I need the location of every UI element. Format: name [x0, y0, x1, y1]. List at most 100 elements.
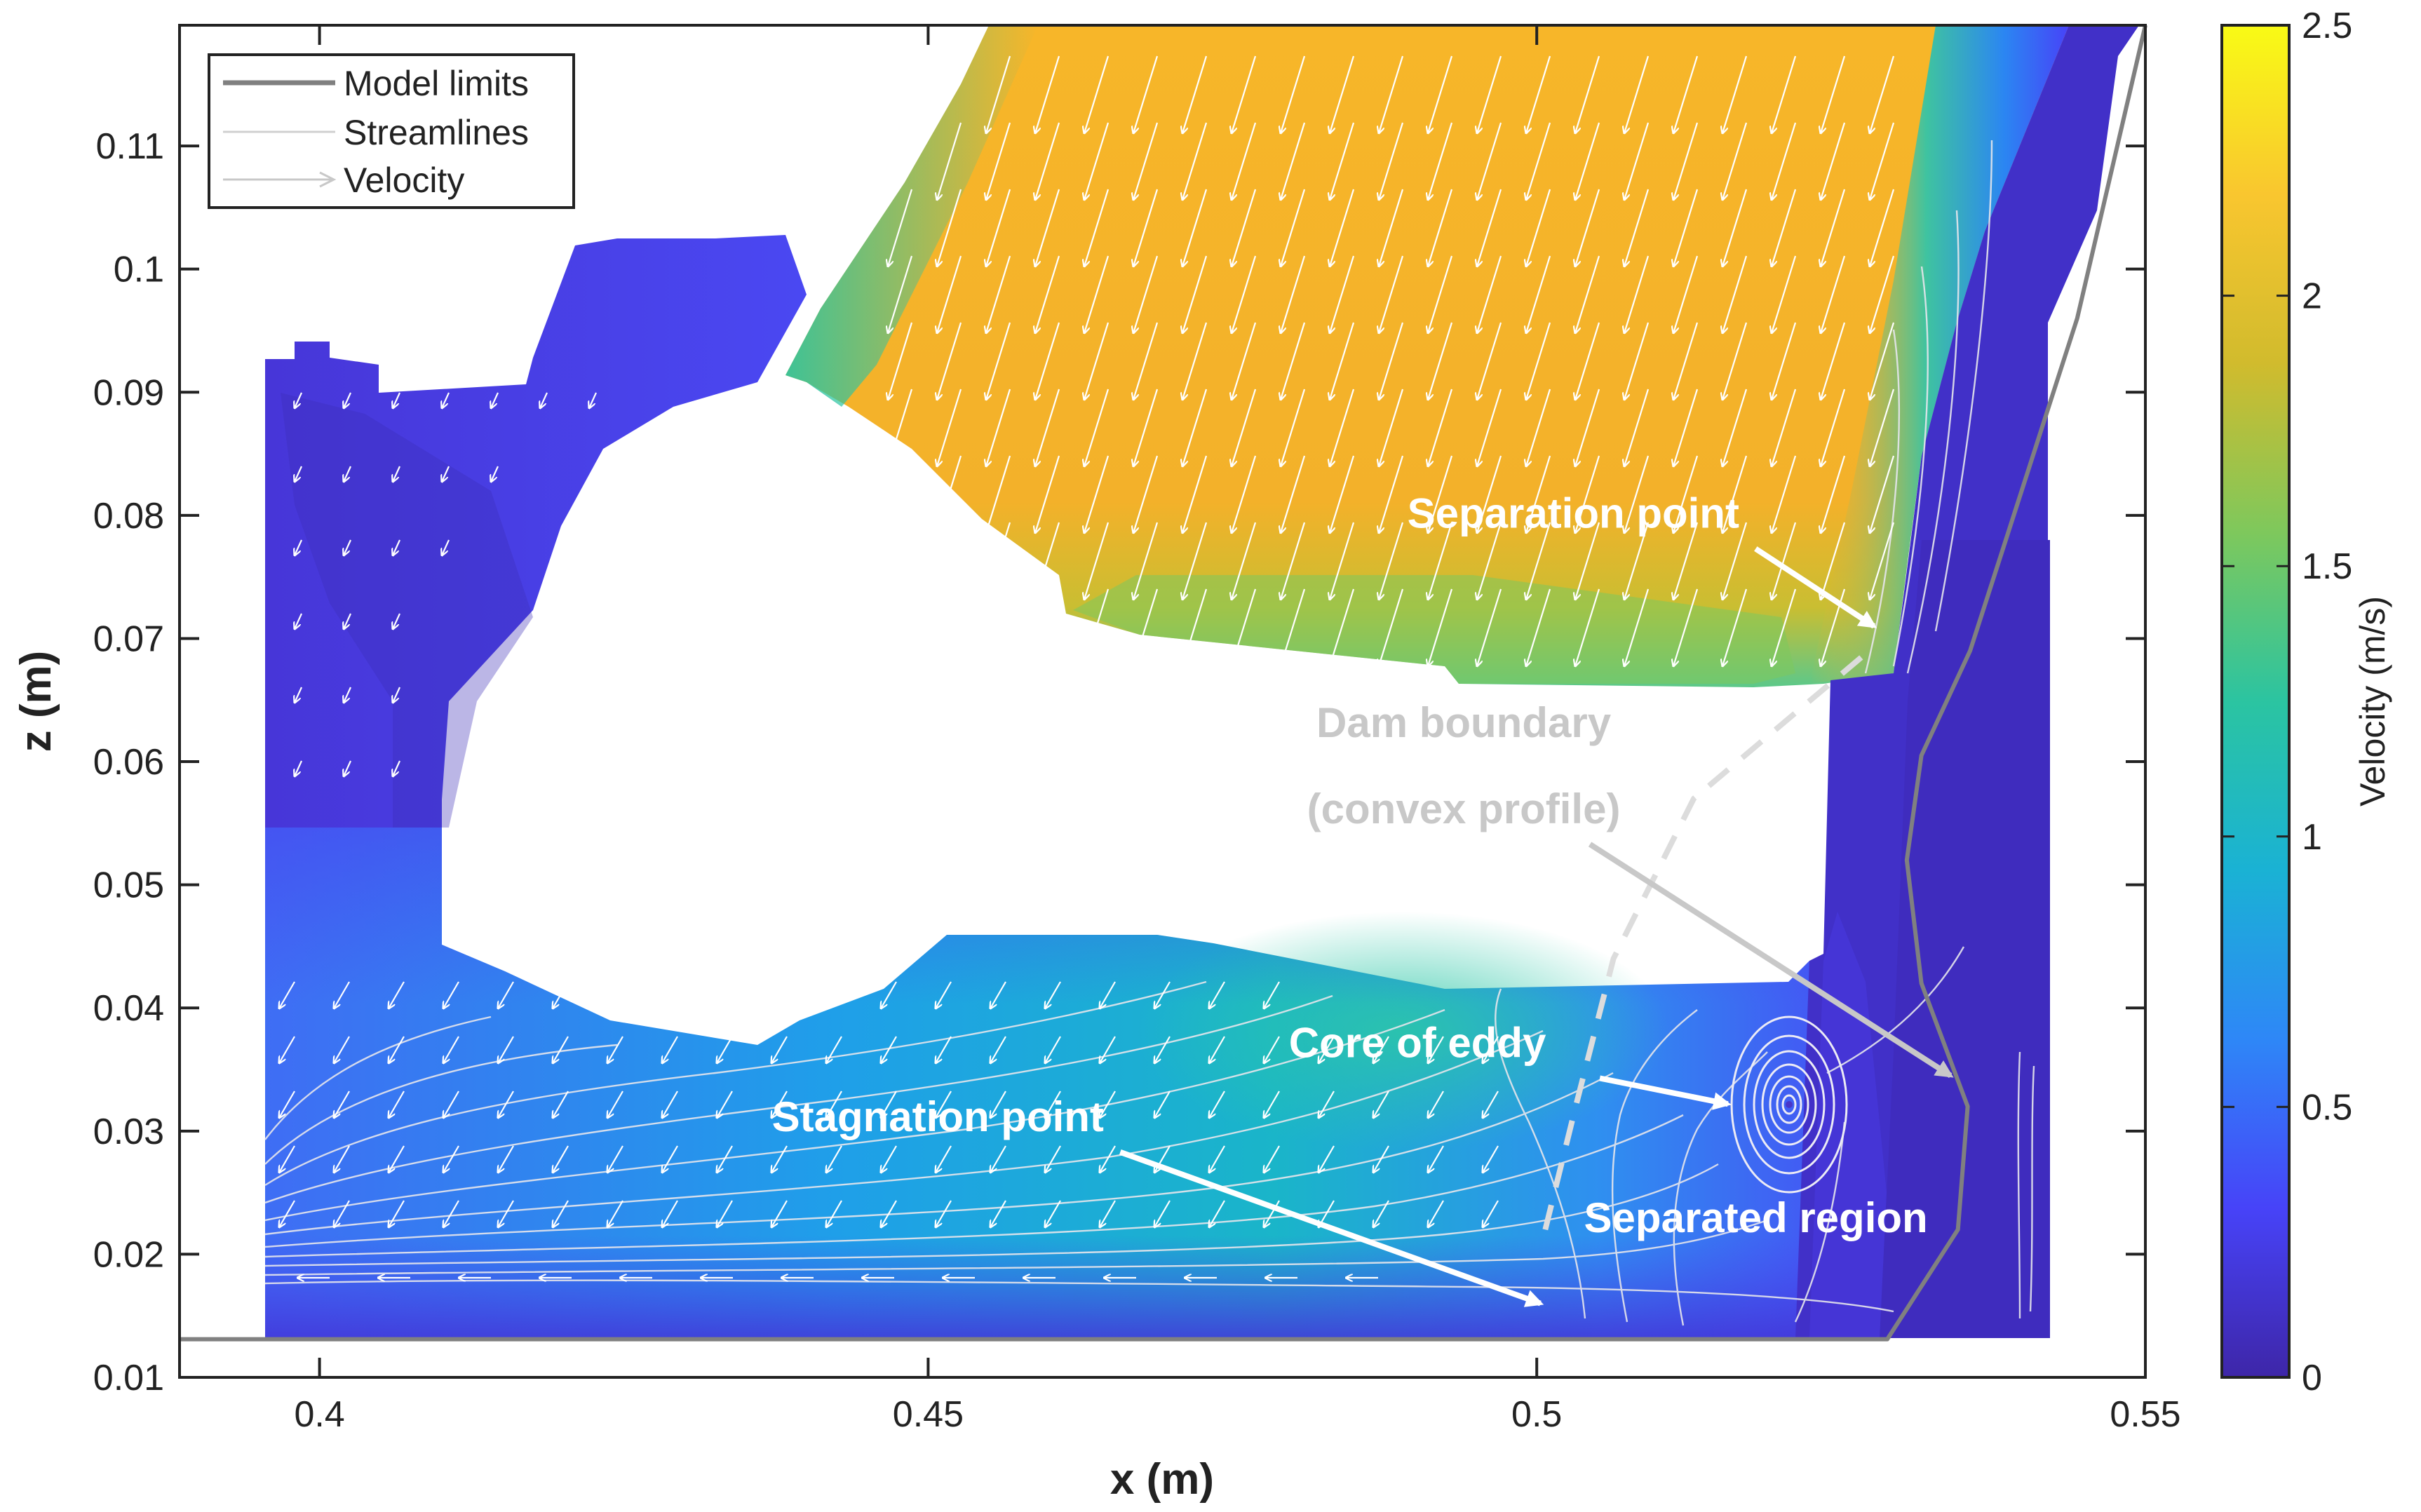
velocity-arrow	[1575, 322, 1600, 400]
velocity-arrow	[1870, 389, 1895, 466]
velocity-arrow	[1379, 255, 1404, 333]
velocity-arrow	[1182, 522, 1208, 600]
velocity-arrow	[393, 466, 401, 482]
velocity-arrow	[1821, 122, 1846, 200]
velocity-arrow	[937, 455, 962, 533]
velocity-arrow	[1330, 522, 1355, 600]
velocity-arrow	[1100, 1036, 1116, 1063]
legend-label-model-limits: Model limits	[344, 64, 529, 103]
velocity-arrow	[881, 1091, 897, 1118]
annotation-arrow	[1599, 1075, 1732, 1110]
velocity-arrow	[936, 1036, 952, 1063]
velocity-arrow	[1477, 588, 1502, 666]
velocity-arrow	[1133, 255, 1159, 333]
velocity-arrow	[1232, 389, 1257, 466]
velocity-arrow	[1673, 455, 1699, 533]
velocity-arrow	[990, 1145, 1006, 1173]
velocity-arrow	[1035, 588, 1060, 666]
eddy-loop	[1781, 1094, 1797, 1115]
velocity-arrow	[1133, 122, 1159, 200]
velocity-arrow	[1772, 455, 1797, 533]
velocity-arrow	[553, 1091, 569, 1118]
velocity-arrow	[1045, 1145, 1061, 1173]
velocity-arrow	[1821, 255, 1846, 333]
velocity-arrow	[1722, 588, 1748, 666]
velocity-arrow	[334, 1091, 350, 1118]
velocity-arrow	[881, 981, 897, 1008]
velocity-arrow	[442, 466, 450, 482]
velocity-arrow	[888, 389, 913, 466]
velocity-arrow	[1084, 189, 1110, 266]
velocity-arrow	[1772, 322, 1797, 400]
velocity-arrow	[1154, 1036, 1171, 1063]
velocity-arrow	[1526, 255, 1551, 333]
annotation-arrow	[1754, 546, 1877, 629]
velocity-arrow	[986, 55, 1011, 133]
velocity-arrow	[1035, 522, 1060, 600]
velocity-arrow	[1428, 1145, 1444, 1173]
velocity-arrow	[986, 189, 1011, 266]
velocity-vectors	[279, 55, 1895, 1278]
velocity-arrow	[1209, 1200, 1225, 1227]
y-tick-label: 0.02	[93, 1234, 164, 1275]
streamline	[264, 1163, 1719, 1267]
velocity-arrow	[443, 1036, 459, 1063]
velocity-arrow	[1624, 189, 1650, 266]
velocity-arrow	[1526, 122, 1551, 200]
velocity-arrow	[771, 1036, 788, 1063]
y-tick-label: 0.05	[93, 865, 164, 906]
x-tick-label: 0.5	[1511, 1394, 1562, 1435]
velocity-arrow	[1428, 1036, 1444, 1063]
velocity-arrow	[1100, 1145, 1116, 1173]
velocity-arrow	[1477, 522, 1502, 600]
separated-region-inner	[1809, 912, 1887, 1338]
upper-jet-region	[785, 25, 2069, 687]
velocity-arrow	[1870, 189, 1895, 266]
velocity-arrow	[1182, 588, 1208, 666]
velocity-arrow	[1264, 1200, 1280, 1227]
velocity-arrow	[1084, 389, 1110, 466]
velocity-arrow	[826, 1200, 842, 1227]
velocity-arrow	[1182, 455, 1208, 533]
y-tick-label: 0.01	[93, 1358, 164, 1398]
velocity-arrow	[442, 539, 450, 555]
velocity-arrow	[1772, 255, 1797, 333]
velocity-arrow	[1575, 588, 1600, 666]
velocity-arrow	[1624, 255, 1650, 333]
velocity-arrow	[1722, 322, 1748, 400]
velocity-arrow	[1821, 55, 1846, 133]
velocity-arrow	[1281, 522, 1306, 600]
streamline	[264, 1030, 1544, 1236]
velocity-arrow	[662, 1091, 678, 1118]
streamline	[264, 1114, 1684, 1258]
velocity-arrow	[1772, 189, 1797, 266]
velocity-arrow	[334, 1036, 350, 1063]
legend-label-streamlines: Streamlines	[344, 113, 529, 152]
streamline	[1826, 946, 1965, 1074]
velocity-arrow	[986, 588, 1011, 666]
velocity-arrow	[1281, 588, 1306, 666]
velocity-arrow	[1100, 1091, 1116, 1118]
velocity-arrow	[1477, 389, 1502, 466]
velocity-arrow	[1673, 522, 1699, 600]
colorbar: 0 0.5 1 1.5 2 2.5 Velocity (m/s)	[2220, 6, 2392, 1398]
velocity-arrow	[1483, 1091, 1499, 1118]
velocity-arrow	[826, 1036, 842, 1063]
legend: Model limits Streamlines Velocity	[208, 53, 575, 209]
velocity-arrow	[1182, 122, 1208, 200]
y-axis-ticks: 0.01 0.02 0.03 0.04 0.05 0.06 0.07 0.08 0.09 0.1 0…	[93, 126, 2145, 1398]
y-tick-label: 0.11	[96, 126, 164, 167]
velocity-arrow	[1722, 455, 1748, 533]
velocity-arrow	[553, 1036, 569, 1063]
velocity-arrow	[1209, 1145, 1225, 1173]
velocity-arrow	[589, 392, 598, 408]
colorbar-label: Velocity (m/s)	[2353, 596, 2392, 806]
velocity-arrow	[1232, 522, 1257, 600]
left-region-band	[281, 393, 533, 828]
y-axis-label: z (m)	[12, 651, 60, 752]
velocity-arrow	[1575, 255, 1600, 333]
velocity-arrow	[1045, 1091, 1061, 1118]
velocity-arrow	[1821, 455, 1846, 533]
velocity-arrow	[491, 466, 499, 482]
velocity-arrow	[553, 981, 569, 1008]
